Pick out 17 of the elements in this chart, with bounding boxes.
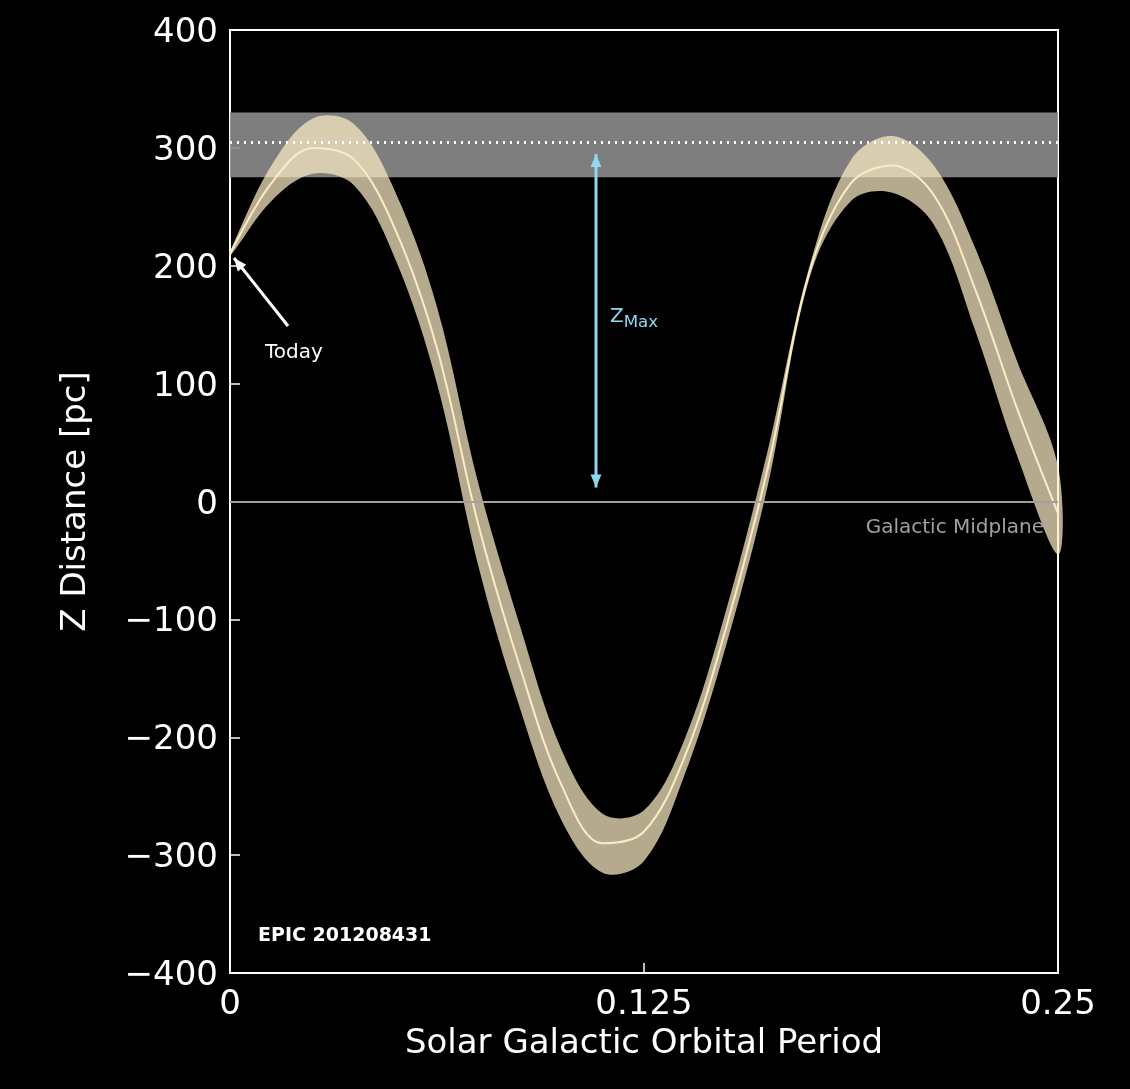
y-tick-label: −200: [124, 717, 218, 758]
ref-line-label: Galactic Midplane: [865, 513, 1044, 538]
annotation: Z$_{Max}$: [610, 302, 659, 331]
y-tick-label: −300: [124, 835, 218, 876]
y-tick-label: −100: [124, 599, 218, 640]
annotation: Today: [265, 338, 323, 363]
x-tick-label: 0.125: [595, 982, 693, 1022]
y-tick-label: −400: [124, 953, 218, 993]
y-tick-label: 0: [196, 481, 218, 522]
x-tick-label: 0.25: [1020, 982, 1096, 1022]
annotation: EPIC 201208431: [258, 923, 432, 945]
y-axis-title: Z Distance [pc]: [53, 371, 93, 632]
y-tick-label: 400: [153, 10, 218, 50]
x-axis-title: Solar Galactic Orbital Period: [404, 1020, 884, 1061]
y-tick-label: 200: [153, 245, 218, 286]
y-tick-label: 300: [153, 127, 218, 168]
y-tick-label: 100: [153, 363, 218, 404]
